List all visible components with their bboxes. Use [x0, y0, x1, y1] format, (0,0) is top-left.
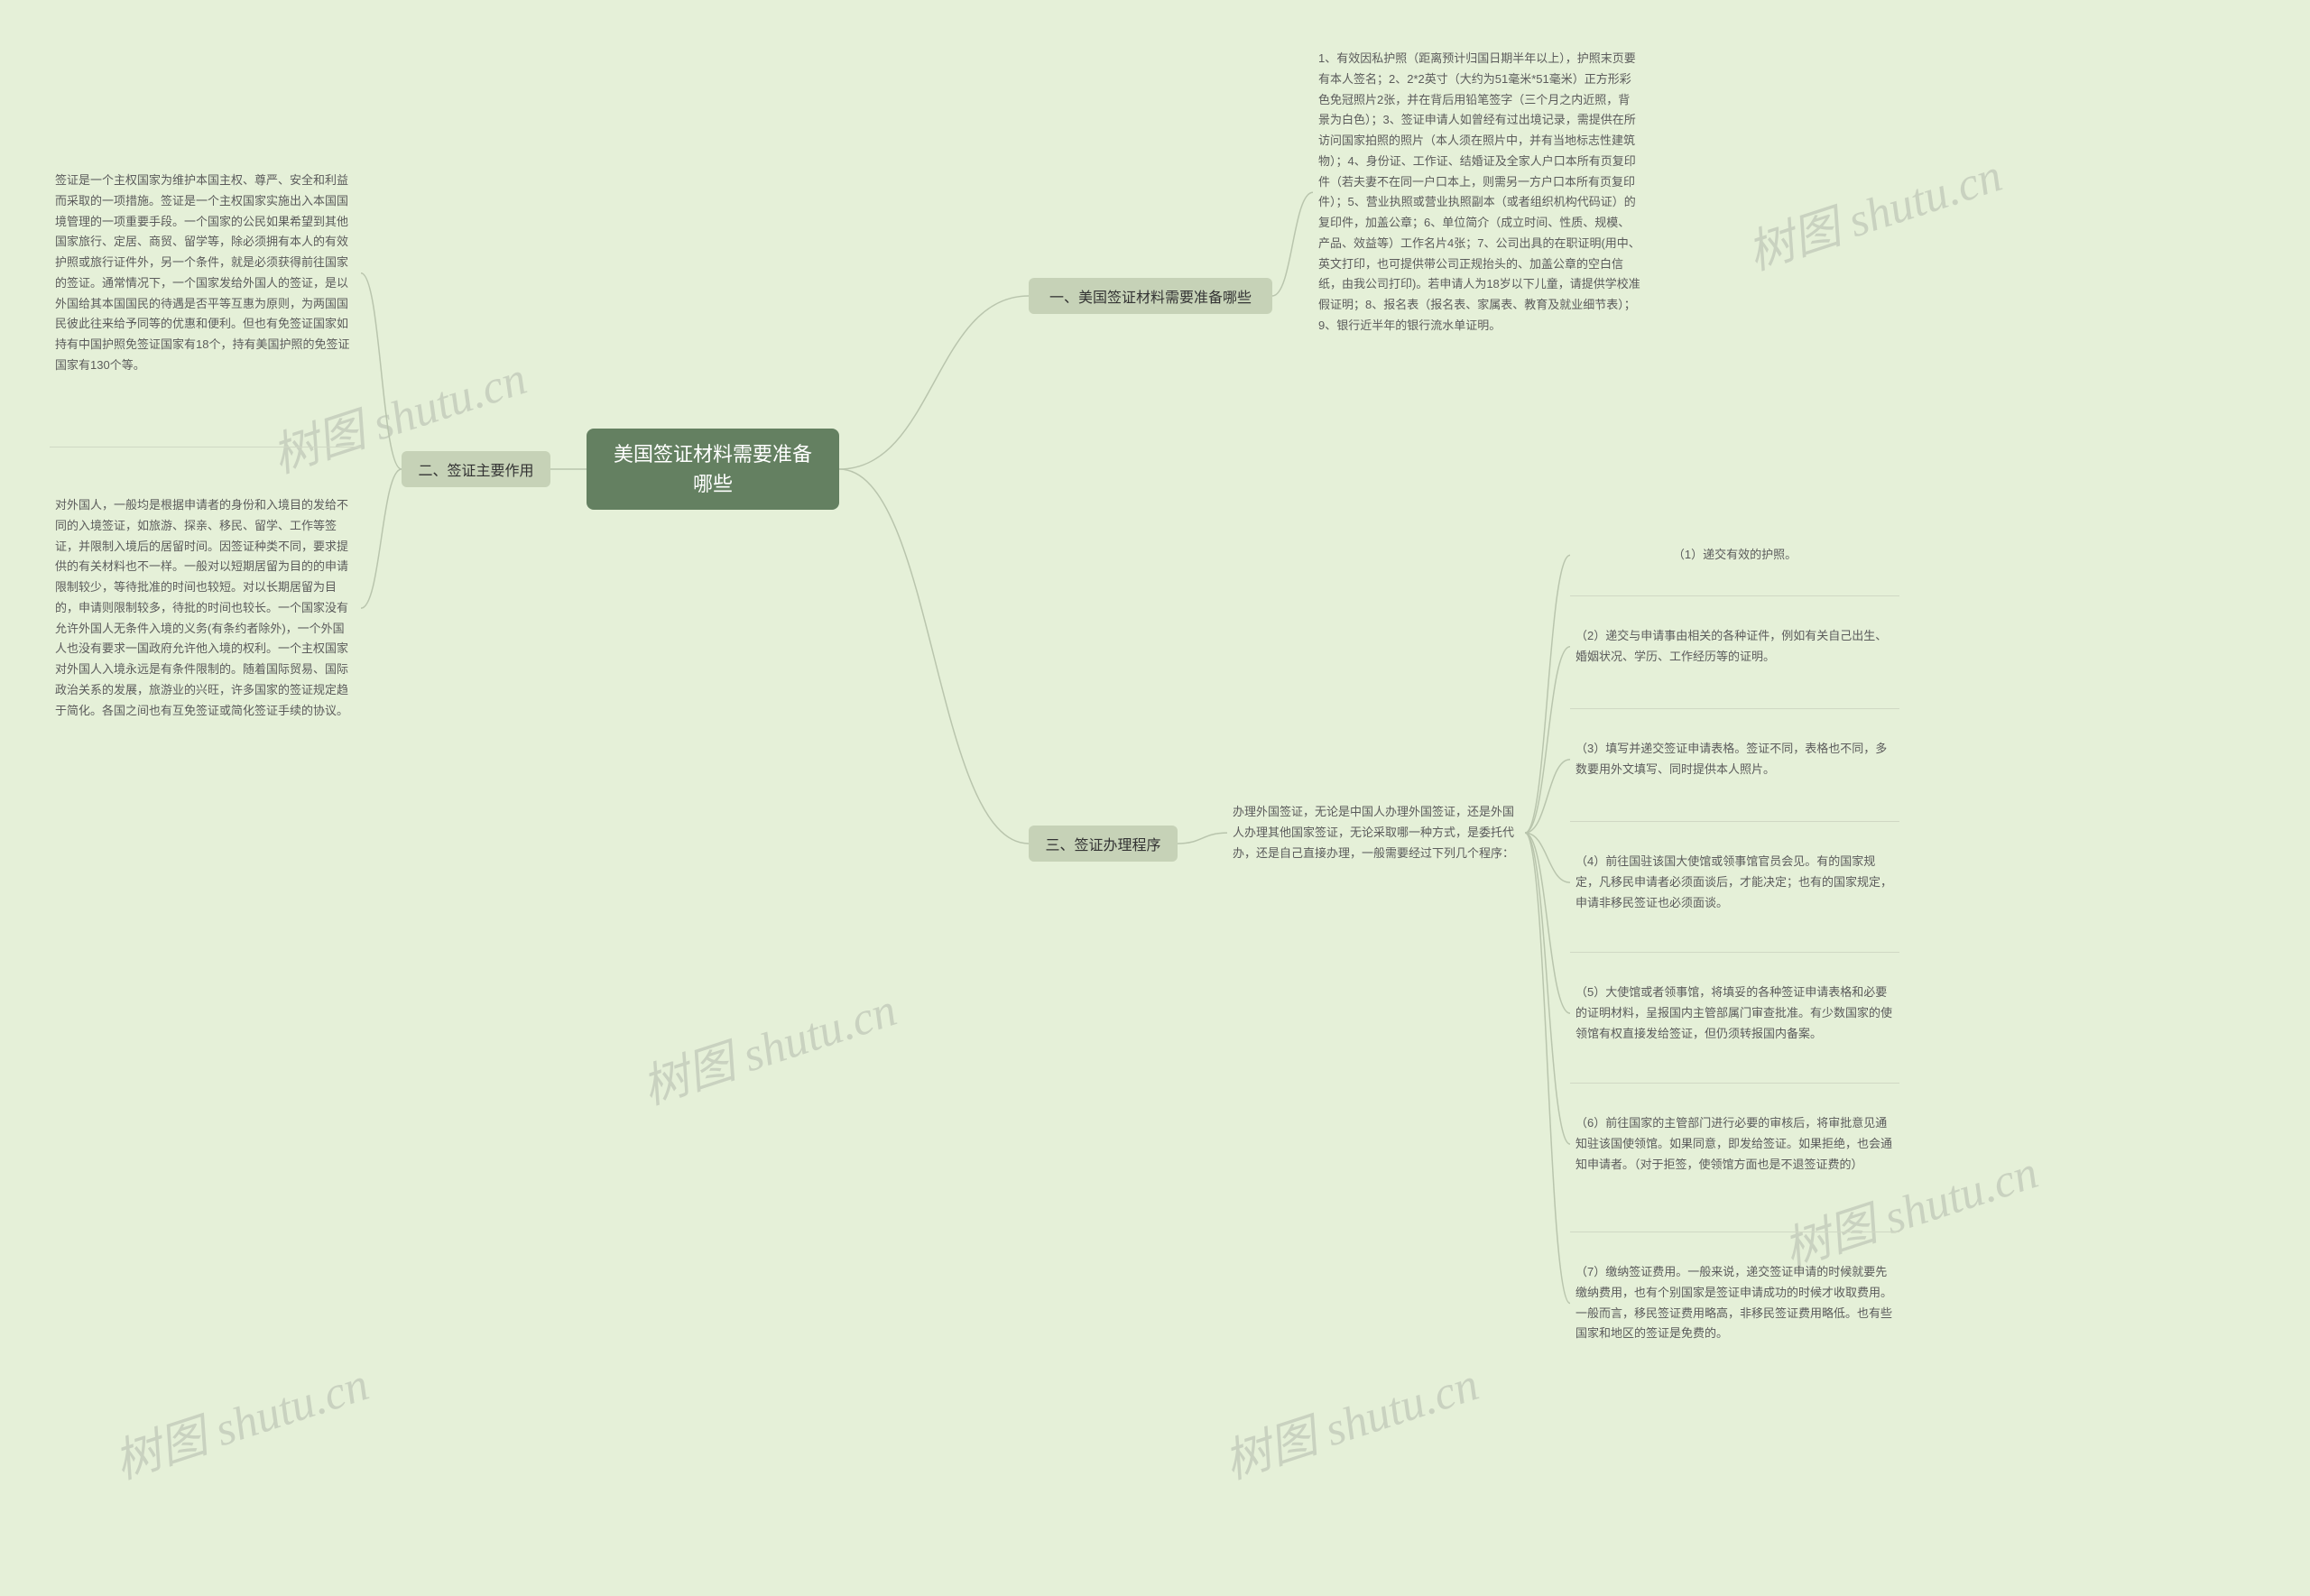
leaf-text: （6）前往国家的主管部门进行必要的审核后，将审批意见通知驻该国使领馆。如果同意，…	[1575, 1113, 1894, 1175]
mindmap-canvas: 树图 shutu.cn 树图 shutu.cn 树图 shutu.cn 树图 s…	[0, 0, 2310, 1596]
leaf-materials-detail: 1、有效因私护照（距离预计归国日期半年以上），护照末页要有本人签名；2、2*2英…	[1313, 45, 1647, 340]
root-node[interactable]: 美国签证材料需要准备哪些	[587, 429, 839, 510]
leaf-text: 1、有效因私护照（距离预计归国日期半年以上），护照末页要有本人签名；2、2*2英…	[1318, 49, 1641, 337]
watermark: 树图 shutu.cn	[633, 972, 904, 1117]
leaf-purpose-b: 对外国人，一般均是根据申请者的身份和入境目的发给不同的入境签证，如旅游、探亲、移…	[50, 492, 361, 724]
watermark: 树图 shutu.cn	[1215, 1346, 1486, 1491]
leaf-text: （2）递交与申请事由相关的各种证件，例如有关自己出生、婚姻状况、学历、工作经历等…	[1575, 626, 1894, 668]
branch-materials[interactable]: 一、美国签证材料需要准备哪些	[1029, 278, 1272, 314]
leaf-text: 办理外国签证，无论是中国人办理外国签证，还是外国人办理其他国家签证，无论采取哪一…	[1233, 802, 1520, 863]
leaf-text: （5）大使馆或者领事馆，将填妥的各种签证申请表格和必要的证明材料，呈报国内主管部…	[1575, 983, 1894, 1044]
branch-process[interactable]: 三、签证办理程序	[1029, 826, 1178, 862]
leaf-step-2: （2）递交与申请事由相关的各种证件，例如有关自己出生、婚姻状况、学历、工作经历等…	[1570, 623, 1899, 671]
leaf-purpose-a: 签证是一个主权国家为维护本国主权、尊严、安全和利益而采取的一项措施。签证是一个主…	[50, 167, 361, 380]
leaf-step-4: （4）前往国驻该国大使馆或领事馆官员会见。有的国家规定，凡移民申请者必须面谈后，…	[1570, 848, 1899, 917]
branch-label: 一、美国签证材料需要准备哪些	[1049, 285, 1252, 307]
leaf-separator	[1570, 1083, 1899, 1084]
leaf-step-7: （7）缴纳签证费用。一般来说，递交签证申请的时候就要先缴纳费用，也有个别国家是签…	[1570, 1259, 1899, 1348]
root-title: 美国签证材料需要准备哪些	[608, 439, 818, 499]
leaf-process-intro: 办理外国签证，无论是中国人办理外国签证，还是外国人办理其他国家签证，无论采取哪一…	[1227, 798, 1525, 867]
leaf-separator	[1570, 952, 1899, 953]
leaf-text: （4）前往国驻该国大使馆或领事馆官员会见。有的国家规定，凡移民申请者必须面谈后，…	[1575, 852, 1894, 913]
leaf-text: （7）缴纳签证费用。一般来说，递交签证申请的时候就要先缴纳费用，也有个别国家是签…	[1575, 1262, 1894, 1344]
watermark: 树图 shutu.cn	[1738, 137, 2010, 282]
leaf-text: 签证是一个主权国家为维护本国主权、尊严、安全和利益而采取的一项措施。签证是一个主…	[55, 171, 356, 376]
watermark: 树图 shutu.cn	[105, 1346, 376, 1491]
leaf-step-3: （3）填写并递交签证申请表格。签证不同，表格也不同，多数要用外文填写、同时提供本…	[1570, 735, 1899, 784]
branch-label: 三、签证办理程序	[1045, 833, 1160, 854]
leaf-step-6: （6）前往国家的主管部门进行必要的审核后，将审批意见通知驻该国使领馆。如果同意，…	[1570, 1110, 1899, 1178]
branch-label: 二、签证主要作用	[418, 458, 533, 480]
leaf-separator	[1570, 821, 1899, 822]
leaf-step-5: （5）大使馆或者领事馆，将填妥的各种签证申请表格和必要的证明材料，呈报国内主管部…	[1570, 979, 1899, 1047]
leaf-text: （3）填写并递交签证申请表格。签证不同，表格也不同，多数要用外文填写、同时提供本…	[1575, 739, 1894, 780]
leaf-step-1: （1）递交有效的护照。	[1570, 541, 1899, 569]
leaf-text: （1）递交有效的护照。	[1673, 545, 1797, 566]
leaf-separator	[1570, 595, 1899, 596]
leaf-text: 对外国人，一般均是根据申请者的身份和入境目的发给不同的入境签证，如旅游、探亲、移…	[55, 495, 356, 721]
leaf-separator	[1570, 708, 1899, 709]
branch-purpose[interactable]: 二、签证主要作用	[402, 451, 550, 487]
